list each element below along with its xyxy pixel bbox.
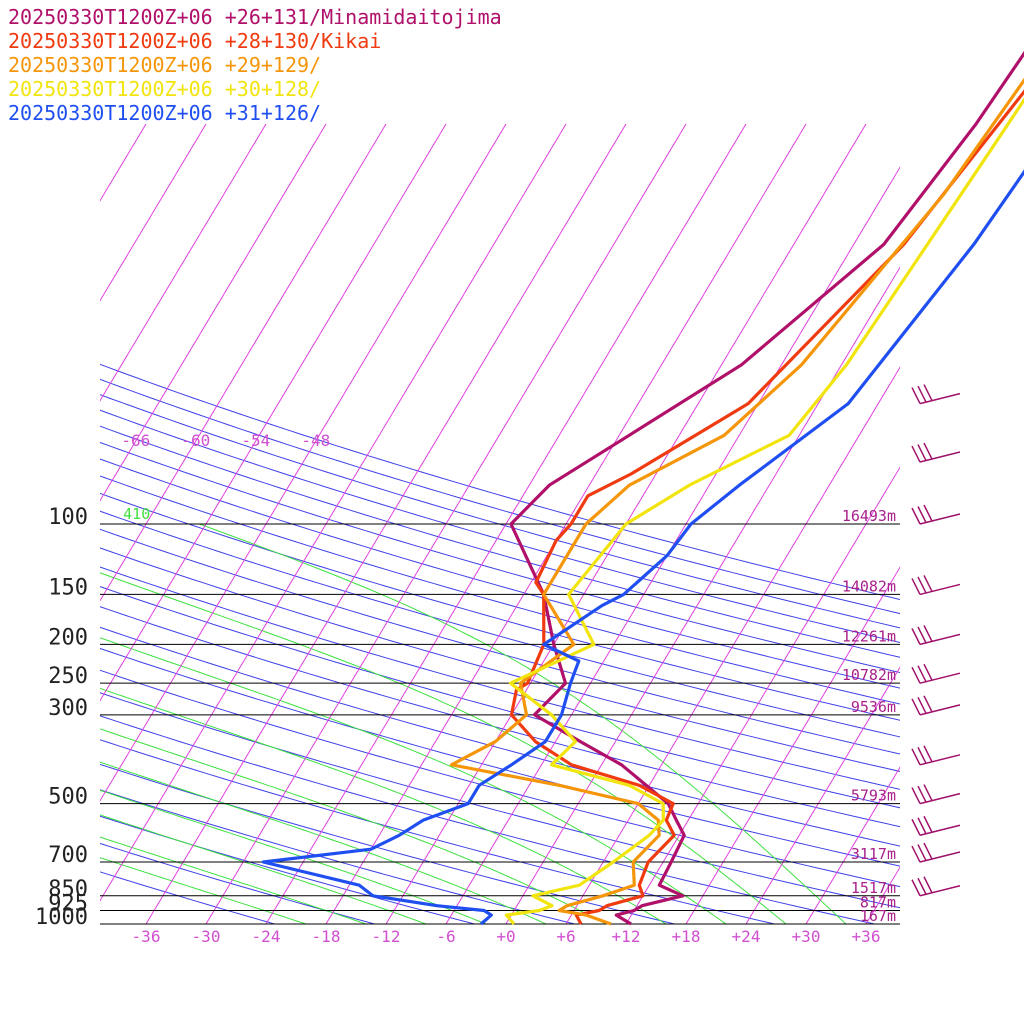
wind-barb (911, 575, 961, 596)
legend-entry-4: 20250330T1200Z+06 +30+128/ (8, 77, 321, 101)
x-tick-label: +24 (732, 927, 761, 946)
moist-adiabat-lines (100, 523, 847, 924)
dry-adiabat-line (100, 510, 900, 738)
upper-temp-label: -48 (301, 431, 330, 450)
x-tick-label: +30 (792, 927, 821, 946)
height-label: 5793m (851, 787, 896, 805)
dry-adiabat-line (100, 669, 900, 888)
legend-entry-2: 20250330T1200Z+06 +28+130/Kikai (8, 29, 381, 53)
wind-barb (911, 625, 961, 646)
dry-adiabat-line (100, 528, 900, 755)
pressure-label: 200 (48, 625, 88, 650)
theta-label: 410 (123, 505, 150, 523)
isotherm-line (100, 123, 207, 302)
wind-barbs (911, 384, 961, 897)
wind-barb (911, 842, 961, 863)
wind-barb (911, 784, 961, 805)
dry-adiabat-line (100, 606, 900, 828)
dry-adiabat-line (100, 626, 900, 847)
dry-adiabat-line (100, 363, 900, 601)
wind-barb (911, 442, 961, 463)
height-label: 14082m (842, 577, 896, 595)
dry-adiabat-line (100, 394, 900, 629)
isobar-lines (100, 523, 900, 925)
isotherm-line (805, 766, 900, 924)
x-tick-label: +18 (672, 927, 701, 946)
sounding-series (261, 50, 1024, 926)
pressure-label: 250 (48, 664, 88, 689)
dry-adiabat-line (100, 692, 900, 909)
dry-adiabat-line (100, 458, 900, 689)
height-label: 9536m (851, 698, 896, 716)
dry-adiabat-line (100, 715, 877, 924)
pressure-label: 500 (48, 785, 88, 810)
isotherm-line (745, 666, 900, 924)
moist-adiabat-line (199, 523, 847, 924)
legend-entry-1: 20250330T1200Z+06 +26+131/Minamidaitojim… (8, 5, 502, 29)
isotherm-line (100, 123, 327, 502)
x-tick-label: +12 (612, 927, 641, 946)
upper-temp-label: -54 (241, 431, 270, 450)
isotherm-line (685, 566, 900, 924)
wind-barb (911, 663, 961, 684)
pressure-label: 1000 (35, 905, 88, 930)
x-tick-label: -24 (252, 927, 281, 946)
legend: 20250330T1200Z+06 +26+131/Minamidaitojim… (8, 5, 502, 125)
x-tick-label: -6 (436, 927, 455, 946)
height-label: 10782m (842, 666, 896, 684)
height-label: 3117m (851, 845, 896, 863)
dry-adiabat-line (100, 378, 900, 615)
series-line-5 (261, 169, 1024, 926)
pressure-label: 100 (48, 505, 88, 530)
height-label: 1517m (851, 879, 896, 897)
isotherm-line (986, 124, 1024, 924)
x-tick-label: -36 (132, 927, 161, 946)
height-label: 167m (860, 907, 896, 925)
series-line-1 (509, 50, 1024, 926)
x-tick-label: +0 (496, 927, 515, 946)
isotherm-line (100, 123, 267, 402)
series-line-2 (509, 89, 1024, 925)
pressure-label: 850 (48, 877, 88, 902)
height-label: 12261m (842, 627, 896, 645)
dry-adiabat-line (100, 586, 900, 809)
x-tick-label: -12 (372, 927, 401, 946)
dry-adiabat-line (100, 409, 900, 643)
dry-adiabat-line (100, 492, 900, 721)
dry-adiabat-line (100, 789, 577, 924)
wind-barb (911, 504, 961, 525)
wind-barb (911, 384, 961, 405)
pressure-label: 300 (48, 696, 88, 721)
x-tick-label: +36 (852, 927, 881, 946)
wind-barb (911, 695, 961, 716)
wind-barb (911, 876, 961, 897)
pressure-label: 925 (48, 891, 88, 916)
pressure-label: 700 (48, 843, 88, 868)
wind-barb (911, 815, 961, 836)
upper-temp-label: -66 (121, 431, 150, 450)
moist-adiabat-line (100, 857, 307, 924)
legend-entry-5: 20250330T1200Z+06 +31+126/ (8, 101, 321, 125)
pressure-label: 150 (48, 575, 88, 600)
height-label: 16493m (842, 507, 896, 525)
height-label: 817m (860, 893, 896, 911)
series-line-3 (449, 77, 1024, 926)
series-line-4 (504, 97, 1024, 926)
wind-barb (911, 745, 961, 766)
axis-labels: 100 16493m 150 14082m 200 12261m 250 10782m 300 9… (35, 431, 896, 946)
dry-adiabat-line (100, 763, 677, 924)
x-tick-label: +6 (556, 927, 575, 946)
dry-adiabat-line (100, 425, 900, 658)
dry-adiabat-line (100, 739, 777, 924)
dry-adiabat-line (100, 441, 900, 674)
x-tick-label: -18 (312, 927, 341, 946)
upper-temp-label: -60 (181, 431, 210, 450)
x-tick-label: -30 (192, 927, 221, 946)
dry-adiabat-line (100, 475, 900, 705)
legend-entry-3: 20250330T1200Z+06 +29+129/ (8, 53, 321, 77)
isotherm-line (0, 124, 26, 924)
